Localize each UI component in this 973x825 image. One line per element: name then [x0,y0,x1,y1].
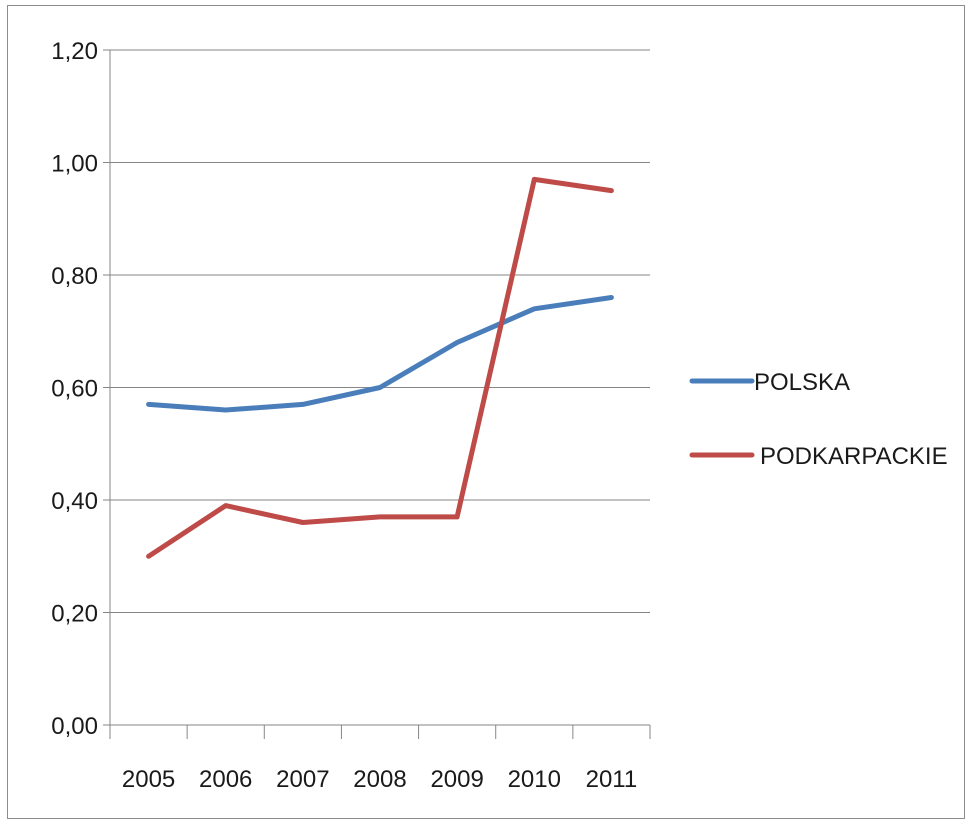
x-tick-label: 2007 [276,766,329,793]
x-tick-label: 2008 [353,766,406,793]
legend-item: POLSKA [689,369,850,396]
legend-label: PODKARPACKIE [760,443,948,470]
legend: POLSKA PODKARPACKIE [689,369,948,470]
x-tick-label: 2010 [508,766,561,793]
series-line-polska [146,295,614,413]
gridlines [110,49,650,613]
x-tick-label: 2006 [199,766,252,793]
chart-area [7,5,965,819]
legend-label: POLSKA [754,369,850,396]
y-axis-tick-labels: 0,00 0,20 0,40 0,60 0,80 1,00 1,20 [51,38,98,740]
x-axis-tick-labels: 2005 2006 2007 2008 2009 2010 2011 [122,766,637,793]
x-tick-label: 2005 [122,766,175,793]
y-tick-label: 0,00 [51,713,98,740]
y-tick-label: 0,40 [51,488,98,515]
y-tick-label: 0,60 [51,376,98,403]
series-line-podkarpackie [146,176,614,559]
y-tick-label: 0,80 [51,263,98,290]
series-lines [146,176,614,559]
y-tick-label: 1,00 [51,151,98,178]
x-tick-label: 2011 [586,766,638,793]
legend-item: PODKARPACKIE [689,443,948,470]
axes [103,49,651,739]
y-tick-label: 1,20 [51,38,98,65]
y-tick-label: 0,20 [51,601,98,628]
x-tick-label: 2009 [430,766,483,793]
